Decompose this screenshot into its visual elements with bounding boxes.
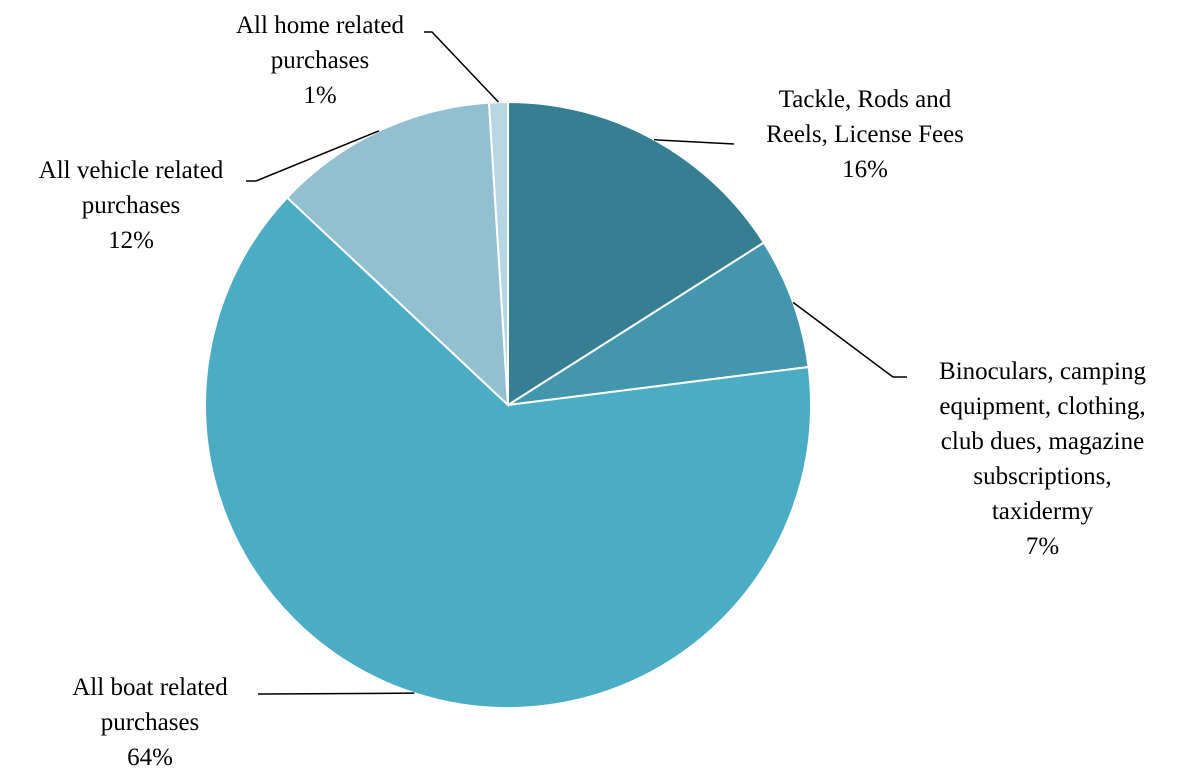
slice-label-line: equipment, clothing,: [939, 393, 1146, 420]
leader-line: [653, 138, 735, 145]
slice-label-line: Binoculars, camping: [939, 358, 1146, 385]
pie-slices: [204, 100, 812, 709]
slice-value-label: 64%: [127, 744, 173, 771]
slice-label-line: All home related: [236, 12, 404, 39]
slice-label-line: All vehicle related: [38, 157, 224, 184]
leader-line: [792, 301, 907, 378]
leader-line: [258, 692, 415, 695]
slice-tackle: [507, 100, 766, 407]
slice-label-line: purchases: [270, 47, 370, 74]
slice-label-line: All boat related: [72, 674, 228, 701]
slice-label-boat: All boat related purchases 64%: [20, 670, 280, 774]
slice-label-binoculars: Binoculars, camping equipment, clothing,…: [900, 354, 1185, 564]
slice-binoculars: [507, 241, 810, 406]
leader-line: [246, 130, 380, 182]
leader-lines: [246, 31, 907, 695]
slice-label-line: Reels, License Fees: [766, 121, 964, 148]
leader-line: [424, 31, 500, 103]
slice-value-label: 7%: [1025, 533, 1060, 560]
slice-boat: [204, 196, 812, 709]
slice-label-line: purchases: [81, 192, 181, 219]
slice-label-home: All home related purchases 1%: [195, 8, 445, 113]
slice-label-line: purchases: [100, 709, 200, 736]
slice-label-line: subscriptions,: [973, 463, 1112, 490]
slice-label-vehicle: All vehicle related purchases 12%: [0, 153, 262, 258]
slice-label-line: club dues, magazine: [940, 428, 1145, 455]
slice-label-line: Tackle, Rods and: [778, 86, 952, 113]
slice-label-tackle: Tackle, Rods and Reels, License Fees 16%: [720, 82, 1010, 187]
slice-value-label: 12%: [108, 227, 154, 254]
slice-value-label: 1%: [303, 82, 337, 109]
slice-value-label: 16%: [842, 156, 888, 183]
slice-label-line: taxidermy: [991, 498, 1094, 525]
